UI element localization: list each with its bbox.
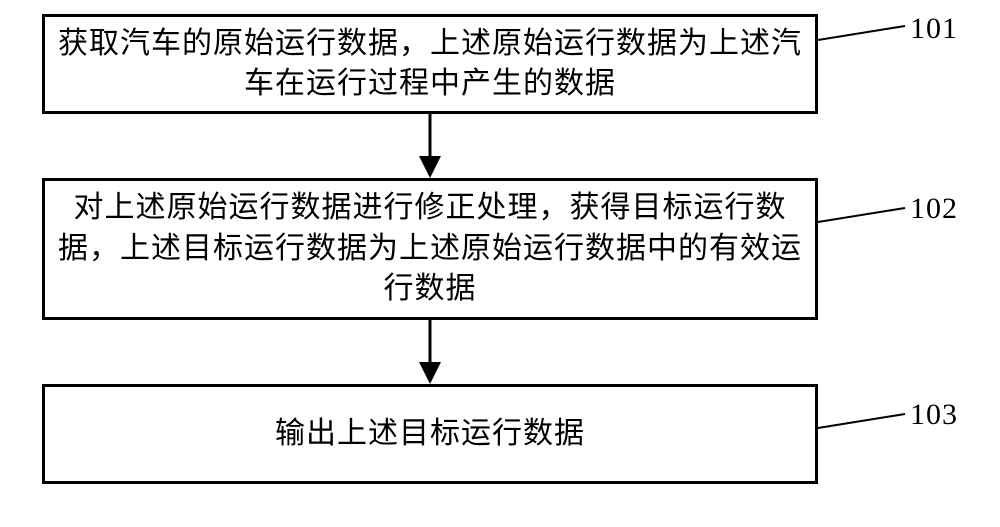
leader-line-102: [818, 208, 905, 222]
flow-step-102: 对上述原始运行数据进行修正处理，获得目标运行数据，上述目标运行数据为上述原始运行…: [42, 178, 818, 320]
step-label-102: 102: [910, 192, 958, 226]
flow-step-101: 获取汽车的原始运行数据，上述原始运行数据为上述汽车在运行过程中产生的数据: [42, 14, 818, 114]
flow-step-102-text: 对上述原始运行数据进行修正处理，获得目标运行数据，上述目标运行数据为上述原始运行…: [45, 188, 815, 310]
leader-line-101: [818, 26, 905, 40]
leader-line-103: [818, 414, 905, 428]
flow-step-103-text: 输出上述目标运行数据: [45, 414, 815, 455]
flow-step-101-text: 获取汽车的原始运行数据，上述原始运行数据为上述汽车在运行过程中产生的数据: [45, 24, 815, 105]
step-label-103: 103: [910, 398, 958, 432]
flowchart-container: 获取汽车的原始运行数据，上述原始运行数据为上述汽车在运行过程中产生的数据 对上述…: [0, 0, 1000, 527]
flow-step-103: 输出上述目标运行数据: [42, 384, 818, 484]
step-label-101: 101: [910, 12, 958, 46]
arrow-102-to-103: [419, 320, 441, 384]
arrow-101-to-102: [419, 114, 441, 178]
